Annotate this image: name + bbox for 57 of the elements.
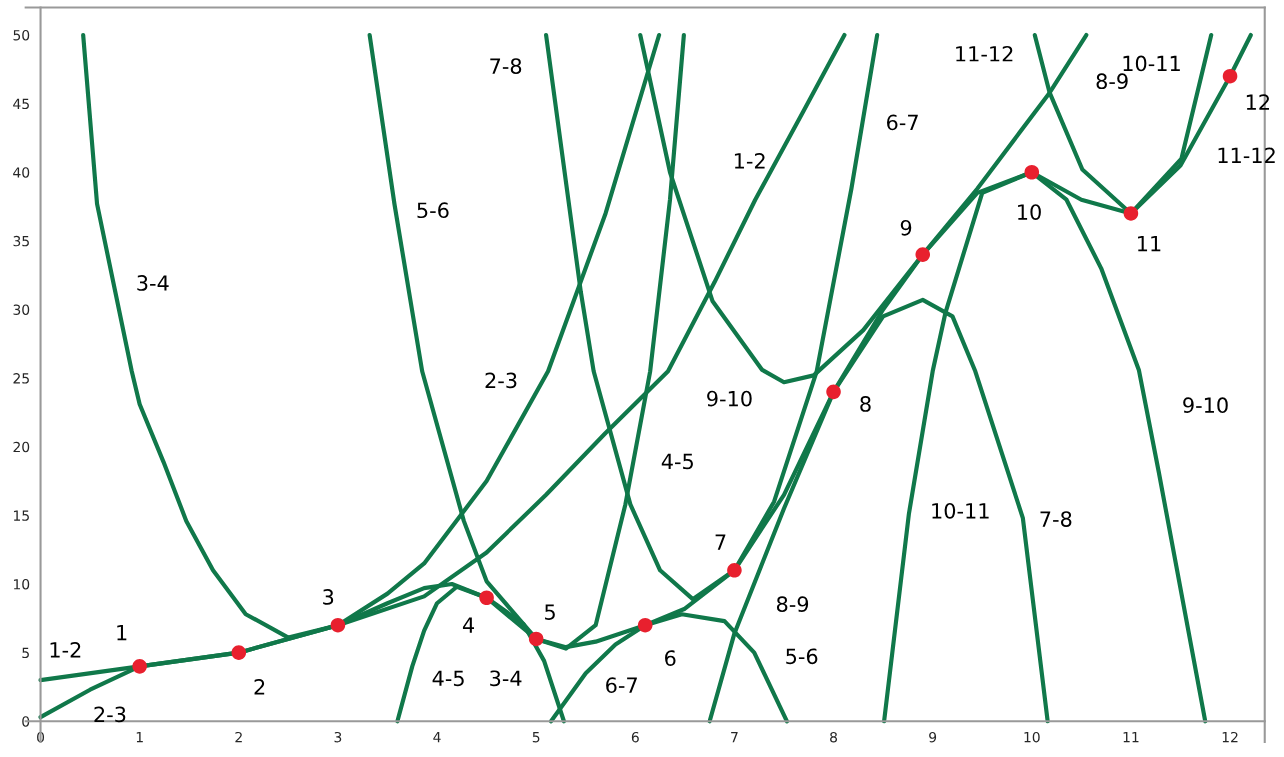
annotation: 2-3 [485, 372, 517, 389]
y-tick-label: 45 [13, 98, 29, 110]
annotation: 8-9 [776, 596, 809, 613]
annotation: 4-5 [661, 453, 693, 470]
annotation: 5-6 [786, 648, 818, 665]
annotation: 3-4 [490, 670, 522, 687]
x-tick-label: 7 [731, 732, 738, 743]
x-tick-label: 10 [1024, 731, 1040, 743]
annotation: 5-6 [417, 202, 449, 219]
y-tick-label: 5 [22, 647, 29, 659]
annotation: 4-5 [432, 670, 464, 687]
y-tick-label: 30 [13, 304, 30, 315]
y-tick-label: 35 [13, 235, 29, 247]
annotation: 6 [665, 650, 676, 666]
annotation: 3-4 [137, 275, 169, 291]
annotation: 6-7 [606, 677, 637, 693]
annotation: 9 [900, 219, 912, 236]
x-tick-label: 12 [1222, 731, 1238, 743]
annotation: 1-2 [734, 152, 765, 169]
annotation: 9-10 [1183, 397, 1228, 414]
annotation: 11-12 [956, 45, 1013, 62]
x-tick-label: 3 [334, 731, 342, 743]
annotation: 11 [1138, 235, 1161, 252]
annotation: 1 [117, 624, 127, 641]
annotation: 11-12 [1218, 147, 1275, 163]
y-tick-label: 40 [13, 167, 30, 178]
x-tick-label: 11 [1123, 732, 1139, 743]
annotation: 7 [715, 534, 726, 550]
annotation: 3 [323, 589, 334, 605]
annotation: 8-9 [1096, 73, 1128, 90]
annotation: 5 [545, 604, 555, 620]
y-tick-label: 15 [13, 510, 29, 521]
annotation: 10 [1018, 204, 1041, 220]
y-tick-label: 10 [13, 578, 30, 590]
annotation: 2 [254, 679, 265, 695]
annotation: 2-3 [94, 706, 126, 723]
annotation: 4 [462, 617, 475, 633]
x-tick-label: 9 [929, 731, 937, 743]
x-tick-label: 2 [235, 731, 242, 743]
x-tick-label: 1 [136, 732, 143, 743]
y-tick-label: 20 [13, 441, 30, 453]
annotation: 9-10 [707, 390, 752, 407]
annotation: 10-11 [1123, 55, 1180, 72]
annotation: 1-2 [50, 641, 81, 658]
annotation: 10-11 [932, 502, 989, 519]
y-tick-label: 25 [13, 373, 29, 384]
annotation: 8 [860, 396, 871, 412]
x-tick-label: 6 [631, 731, 639, 743]
y-tick-label: 0 [22, 716, 30, 727]
annotation: 12 [1246, 94, 1269, 110]
annotation: 6-7 [887, 114, 918, 131]
x-tick-label: 5 [532, 732, 540, 743]
x-tick-label: 4 [433, 732, 441, 743]
annotation: 7-8 [1040, 511, 1072, 527]
annotation: 7-8 [490, 58, 522, 75]
y-tick-label: 50 [13, 29, 30, 41]
x-tick-label: 8 [830, 731, 838, 743]
